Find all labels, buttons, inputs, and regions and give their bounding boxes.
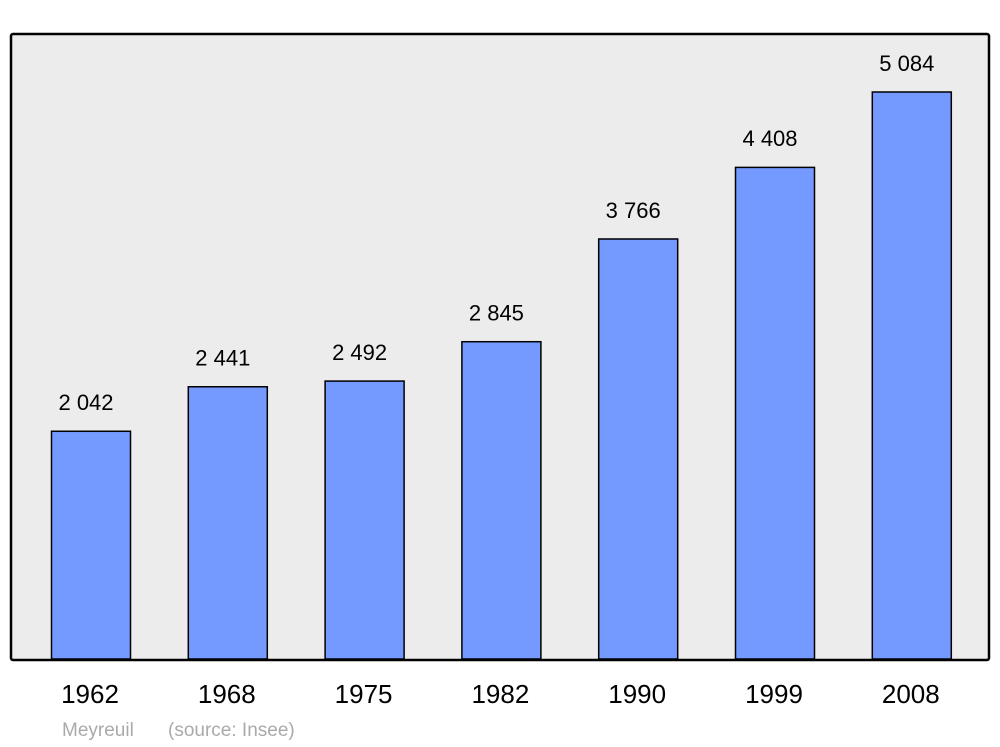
bar [461,340,542,660]
footer-source: (source: Insee) [168,720,295,741]
value-label: 2 042 [58,390,113,415]
footer-place: Meyreuil [62,720,134,741]
x-tick-label: 1968 [198,679,256,709]
bar [187,386,269,660]
value-label: 3 766 [606,198,661,223]
value-label: 5 084 [879,51,934,76]
x-tick-label: 2008 [882,679,940,709]
x-tick-label: 1975 [335,679,393,709]
bar [871,91,953,660]
value-label: 2 492 [332,340,387,365]
x-tick-label: 1990 [608,679,666,709]
x-tick-label: 1999 [745,679,803,709]
x-tick-label: 1962 [61,679,119,709]
value-label: 2 441 [195,346,250,371]
x-tick-label: 1982 [471,679,529,709]
value-label: 4 408 [742,126,797,151]
bar [734,166,816,660]
bar [597,238,679,660]
bar [50,430,132,660]
bar [324,380,405,660]
value-label: 2 845 [469,301,524,326]
